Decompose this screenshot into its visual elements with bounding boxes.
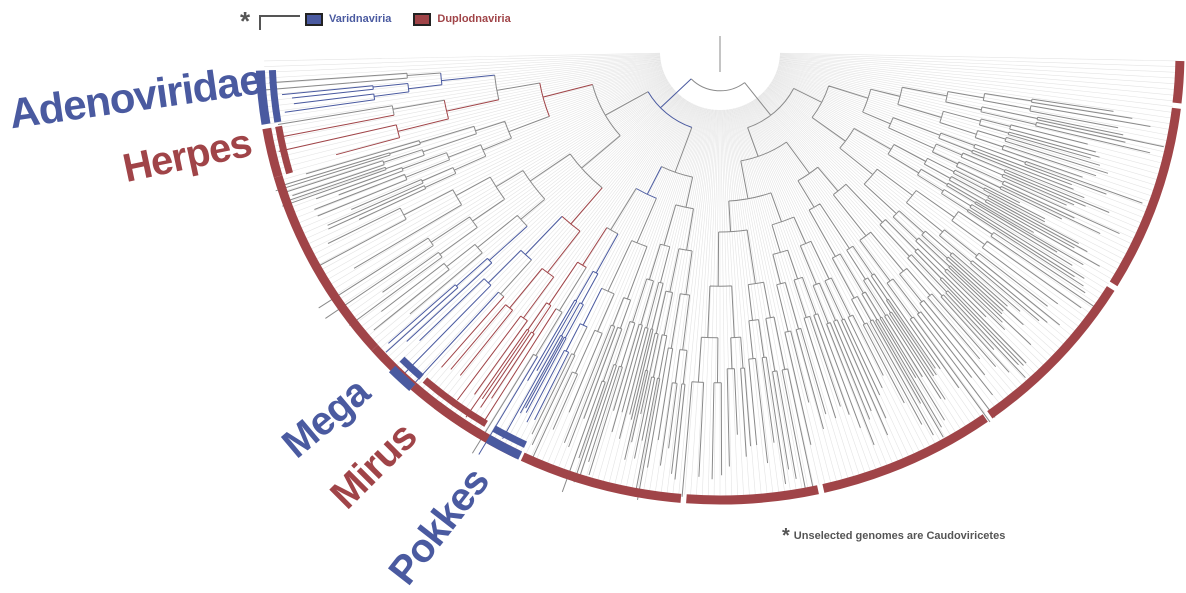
ring-segment-adenoviridae xyxy=(255,70,271,125)
legend-label-duplodnaviria: Duplodnaviria xyxy=(437,13,511,25)
legend-swatch-duplodnaviria xyxy=(413,12,432,26)
ring-segment-pokkes xyxy=(485,434,523,460)
ring-segment-duplodnaviria-2 xyxy=(987,286,1115,419)
footnote-marker: * xyxy=(782,525,790,547)
phylogenetic-tree-figure xyxy=(255,15,1185,505)
ring-segment-duplodnaviria-5 xyxy=(520,452,682,503)
legend-label-varidnaviria: Varidnaviria xyxy=(329,13,392,25)
guide-lines xyxy=(264,52,1176,497)
inner-ring-mirus xyxy=(422,377,488,427)
footnote-text: Unselected genomes are Caudoviricetes xyxy=(793,530,1006,542)
inner-ring-adenoviridae xyxy=(268,69,282,123)
realm-annotation-ring xyxy=(255,60,1185,505)
ring-segment-herpes xyxy=(262,127,283,178)
inner-ring-herpes xyxy=(275,125,293,175)
unselected-marker-top: * xyxy=(240,6,251,36)
legend-swatch-varidnaviria xyxy=(305,12,323,26)
ring-segment-duplodnaviria-main xyxy=(273,175,379,351)
ring-segment-duplodnaviria-0 xyxy=(1172,60,1185,104)
inner-ring-pokkes xyxy=(492,425,527,448)
ring-segment-duplodnaviria-4 xyxy=(686,485,819,505)
footnote: * Unselected genomes are Caudoviricetes xyxy=(782,525,1006,547)
tree-branches-duplodnaviria xyxy=(278,82,608,423)
phylogenetic-tree xyxy=(265,36,1164,500)
inner-ring-mega xyxy=(399,356,424,380)
tree-branches-unselected xyxy=(265,36,1164,500)
marker-bracket xyxy=(259,15,300,30)
tree-branches-varidnaviria xyxy=(281,72,692,455)
legend: Varidnaviria Duplodnaviria xyxy=(305,8,533,30)
ring-segment-mirus xyxy=(410,382,483,438)
ring-segment-duplodnaviria-3 xyxy=(822,414,988,493)
ring-segment-duplodnaviria-1 xyxy=(1109,107,1181,287)
leaf-guide-lines xyxy=(264,52,1176,497)
ring-segment-mega xyxy=(388,365,416,391)
